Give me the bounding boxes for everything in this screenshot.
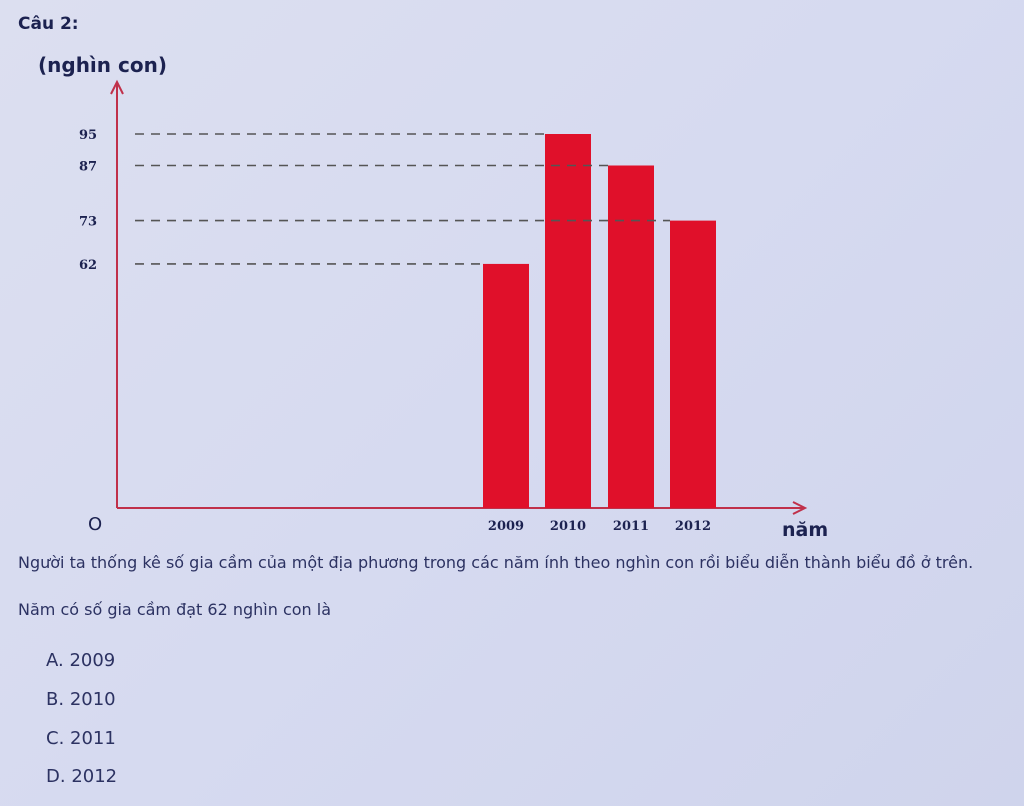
origin-label: O — [88, 514, 102, 535]
option-text: 2011 — [70, 728, 116, 749]
y-axis-arrow-icon — [110, 79, 124, 95]
bar-2009 — [483, 263, 529, 508]
x-axis-arrow-icon — [792, 501, 808, 515]
option-c[interactable]: C. 2011 — [46, 728, 116, 749]
x-axis-label: năm — [782, 519, 828, 541]
bar-2010 — [545, 134, 591, 508]
x-tick-label: 2010 — [550, 519, 586, 534]
option-letter: A. — [46, 650, 64, 671]
bar-2011 — [608, 165, 654, 508]
y-tick-label: 95 — [79, 128, 97, 143]
x-tick-label: 2011 — [613, 519, 649, 534]
option-letter: D. — [46, 766, 66, 787]
bar-chart: 2012 2011 2010 2009 95 87 73 62 O năm — [79, 79, 828, 541]
option-text: 2009 — [69, 650, 116, 671]
option-text: 2010 — [69, 689, 116, 710]
x-tick-label: 2012 — [675, 519, 711, 534]
question-description: Người ta thống kê số gia cầm của một địa… — [18, 553, 974, 572]
question-text: Năm có số gia cầm đạt 62 nghìn con là — [18, 600, 332, 619]
bar-2012 — [670, 220, 716, 508]
y-tick-label: 87 — [79, 159, 97, 174]
x-tick-label: 2009 — [488, 519, 524, 534]
option-letter: C. — [46, 728, 65, 749]
option-d[interactable]: D. 2012 — [46, 766, 117, 787]
y-tick-label: 62 — [79, 258, 97, 273]
question-title: Câu 2: — [18, 14, 79, 34]
option-letter: B. — [46, 689, 65, 710]
option-a[interactable]: A. 2009 — [46, 650, 115, 671]
y-axis-label: (nghìn con) — [38, 53, 167, 77]
y-tick-label: 73 — [79, 215, 97, 230]
option-b[interactable]: B. 2010 — [46, 689, 116, 710]
option-text: 2012 — [71, 766, 118, 787]
